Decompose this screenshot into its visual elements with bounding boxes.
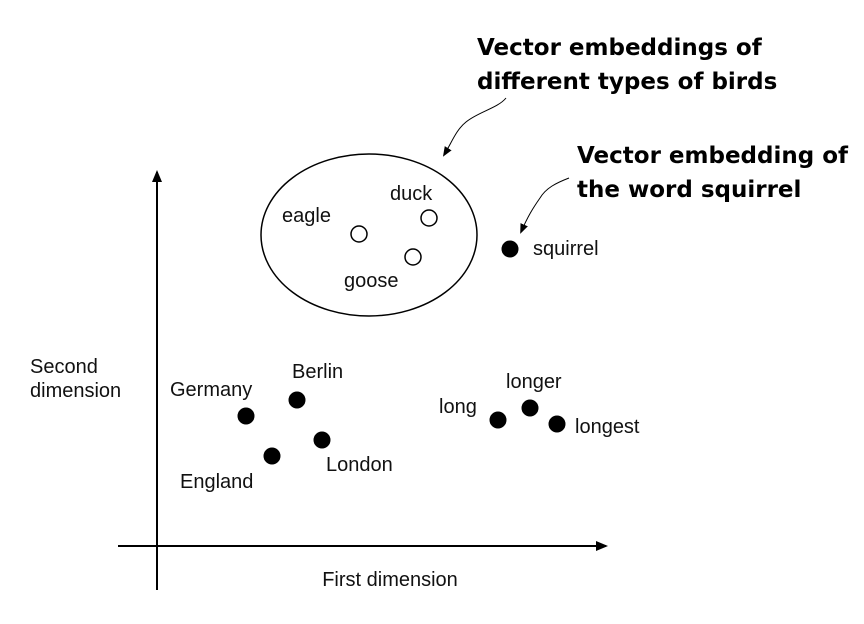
birds-cluster-ellipse [260, 153, 478, 317]
annotation-squirrel-leader [520, 177, 570, 234]
point-germany [237, 407, 255, 425]
annotation-birds-leader [442, 97, 507, 157]
point-squirrel [501, 240, 519, 258]
label-longer: longer [506, 371, 562, 393]
y-axis-label-line2: dimension [30, 380, 121, 402]
x-axis-label: First dimension [322, 569, 458, 591]
label-longest: longest [575, 416, 640, 438]
label-london: London [326, 454, 393, 476]
y-axis-label-line1: Second [30, 356, 98, 378]
point-england [263, 447, 281, 465]
point-long [489, 411, 507, 429]
point-longest [548, 415, 566, 433]
label-germany: Germany [170, 379, 252, 401]
label-berlin: Berlin [292, 361, 343, 383]
label-long: long [439, 396, 477, 418]
point-goose [404, 248, 422, 266]
label-duck: duck [390, 183, 433, 205]
label-england: England [180, 471, 253, 493]
point-duck [420, 209, 438, 227]
annotation-birds-line2: different types of birds [477, 69, 777, 95]
label-squirrel: squirrel [533, 238, 599, 260]
annotation-squirrel-line2: the word squirrel [577, 177, 801, 203]
label-goose: goose [344, 270, 399, 292]
point-longer [521, 399, 539, 417]
label-eagle: eagle [282, 205, 331, 227]
point-london [313, 431, 331, 449]
annotation-squirrel-line1: Vector embedding of [577, 143, 849, 169]
point-eagle [350, 225, 368, 243]
point-berlin [288, 391, 306, 409]
annotation-birds-line1: Vector embeddings of [477, 35, 763, 61]
